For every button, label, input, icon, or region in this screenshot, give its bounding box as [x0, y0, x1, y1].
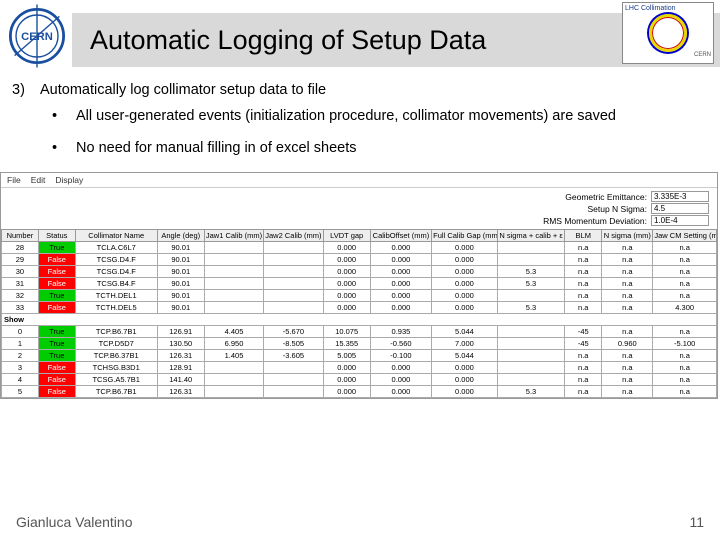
table-row[interactable]: 1TrueTCP.D5D7130.506.950-8.50515.355-0.5… — [2, 338, 717, 350]
table-row[interactable]: 3FalseTCHSG.B3D1128.910.0000.0000.000n.a… — [2, 362, 717, 374]
menu-edit[interactable]: Edit — [31, 175, 46, 185]
collimator-table: NumberStatusCollimator NameAngle (deg)Ja… — [1, 229, 717, 398]
col-header: LVDT gap — [323, 230, 370, 242]
param-rms-input[interactable] — [651, 215, 709, 226]
slide-header: CERN Automatic Logging of Setup Data LHC… — [0, 0, 720, 72]
table-row[interactable]: 29FalseTCSG.D4.F90.010.0000.0000.000n.an… — [2, 254, 717, 266]
col-header: Jaw1 Calib (mm) — [204, 230, 263, 242]
status-cell: True — [38, 242, 75, 254]
author-name: Gianluca Valentino — [16, 514, 132, 530]
table-row[interactable]: 32TrueTCTH.DEL190.010.0000.0000.000n.an.… — [2, 290, 717, 302]
lhc-ring-icon — [649, 14, 687, 52]
status-cell: False — [38, 362, 75, 374]
status-cell: False — [38, 374, 75, 386]
table-row[interactable]: 2TrueTCP.B6.37B1126.311.405-3.6055.005-0… — [2, 350, 717, 362]
app-screenshot: File Edit Display Geometric Emittance: S… — [0, 172, 718, 399]
table-row[interactable]: 30FalseTCSG.D4.F90.010.0000.0000.0005.3n… — [2, 266, 717, 278]
show-section-label: Show — [2, 314, 717, 326]
svg-text:CERN: CERN — [21, 31, 53, 43]
table-row[interactable]: 5FalseTCP.B6.7B1126.310.0000.0000.0005.3… — [2, 386, 717, 398]
lhc-cern-label: CERN — [625, 52, 711, 58]
status-cell: False — [38, 302, 75, 314]
col-header: CalibOffset (mm) — [370, 230, 431, 242]
main-statement: Automatically log collimator setup data … — [40, 82, 326, 98]
bullet-2: No need for manual filling in of excel s… — [76, 140, 357, 156]
page-number: 11 — [689, 514, 704, 530]
param-emittance-input[interactable] — [651, 191, 709, 202]
col-header: N sigma + calib + ε — [497, 230, 565, 242]
table-header-row: NumberStatusCollimator NameAngle (deg)Ja… — [2, 230, 717, 242]
status-cell: True — [38, 290, 75, 302]
bullet-1: All user-generated events (initializatio… — [76, 108, 616, 124]
col-header: Jaw2 Calib (mm) — [264, 230, 323, 242]
status-cell: False — [38, 266, 75, 278]
table-row[interactable]: 28TrueTCLA.C6L790.010.0000.0000.000n.an.… — [2, 242, 717, 254]
col-header: Status — [38, 230, 75, 242]
slide-footer: Gianluca Valentino 11 — [0, 514, 720, 530]
cern-logo: CERN — [2, 1, 72, 71]
status-cell: False — [38, 254, 75, 266]
table-row[interactable]: 4FalseTCSG.A5.7B1141.400.0000.0000.000n.… — [2, 374, 717, 386]
table-row[interactable]: 33FalseTCTH.DEL590.010.0000.0000.0005.3n… — [2, 302, 717, 314]
menu-file[interactable]: File — [7, 175, 21, 185]
col-header: Number — [2, 230, 39, 242]
status-cell: True — [38, 338, 75, 350]
col-header: BLM — [565, 230, 602, 242]
param-emittance-label: Geometric Emittance: — [565, 192, 647, 202]
param-nsigma-input[interactable] — [651, 203, 709, 214]
list-number: 3) — [12, 82, 40, 98]
table-row[interactable]: 0TrueTCP.B6.7B1126.914.405-5.67010.0750.… — [2, 326, 717, 338]
slide-body: 3) Automatically log collimator setup da… — [0, 72, 720, 156]
param-nsigma-label: Setup N Sigma: — [587, 204, 647, 214]
col-header: Angle (deg) — [157, 230, 204, 242]
lhc-collimation-badge: LHC Collimation CERN — [622, 2, 714, 64]
bullet-dot: • — [52, 140, 76, 156]
col-header: Full Calib Gap (mm) — [432, 230, 498, 242]
col-header: Jaw CM Setting (mm) — [653, 230, 717, 242]
menu-display[interactable]: Display — [55, 175, 83, 185]
status-cell: True — [38, 350, 75, 362]
status-cell: True — [38, 326, 75, 338]
col-header: Collimator Name — [75, 230, 157, 242]
col-header: N sigma (mm) — [602, 230, 653, 242]
menu-bar: File Edit Display — [1, 173, 717, 188]
lhc-label: LHC Collimation — [625, 5, 711, 12]
param-panel: Geometric Emittance: Setup N Sigma: RMS … — [1, 188, 717, 229]
status-cell: False — [38, 386, 75, 398]
bullet-dot: • — [52, 108, 76, 124]
table-row[interactable]: 31FalseTCSG.B4.F90.010.0000.0000.0005.3n… — [2, 278, 717, 290]
param-rms-label: RMS Momentum Deviation: — [543, 216, 647, 226]
status-cell: False — [38, 278, 75, 290]
